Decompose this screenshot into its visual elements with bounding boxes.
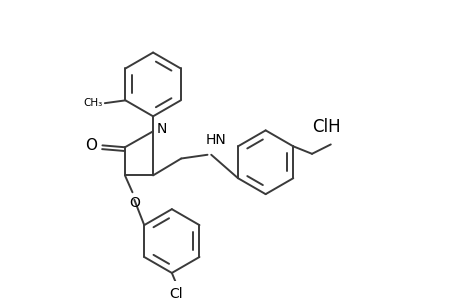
- Text: O: O: [129, 196, 140, 210]
- Text: CH₃: CH₃: [84, 98, 103, 108]
- Text: HN: HN: [205, 133, 226, 147]
- Text: Cl: Cl: [169, 287, 183, 300]
- Text: ClH: ClH: [312, 118, 341, 136]
- Text: N: N: [157, 122, 167, 136]
- Text: O: O: [84, 138, 96, 153]
